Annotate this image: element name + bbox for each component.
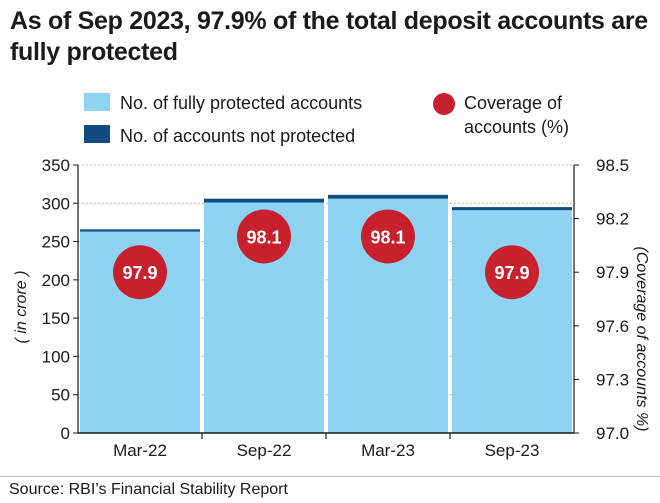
coverage-value-label: 98.1 [370, 227, 405, 247]
coverage-bubbles: 97.9 98.1 98.1 97.9 [113, 209, 539, 300]
chart-title: As of Sep 2023, 97.9% of the total depos… [10, 7, 648, 66]
axes: 0 50 100 150 200 250 300 350 97.0 97.3 97.6 97.9 98.… [13, 156, 650, 460]
legend-swatch-coverage [433, 93, 455, 115]
y-right-tick-label: 98.2 [596, 210, 629, 229]
y-tick-label: 350 [42, 156, 70, 175]
y-tick-label: 100 [42, 347, 70, 366]
x-tick-label: Sep-22 [237, 441, 292, 460]
coverage-value-label: 97.9 [122, 263, 157, 283]
bar-not-protected [328, 194, 448, 199]
coverage-bubble [113, 245, 167, 300]
y-right-tick-label: 97.3 [596, 370, 629, 389]
chart: 0 50 100 150 200 250 300 350 97.0 97.3 97.6 97.9 98.… [13, 93, 650, 460]
bars [80, 194, 572, 433]
x-tick-label: Mar-22 [113, 441, 167, 460]
coverage-bubble [237, 209, 291, 264]
x-tick-label: Mar-23 [361, 441, 415, 460]
bar-not-protected [80, 229, 200, 232]
coverage-bubble [485, 245, 539, 300]
y-tick-label: 250 [42, 233, 70, 252]
y-right-tick-label: 97.6 [596, 317, 629, 336]
y-tick-label: 0 [61, 424, 70, 443]
y-tick-label: 200 [42, 271, 70, 290]
bar-not-protected [452, 207, 572, 211]
source-note: Source: RBI’s Financial Stability Report [9, 481, 288, 498]
footer-divider [0, 476, 660, 477]
y-tick-label: 300 [42, 194, 70, 213]
y-right-tick-label: 98.5 [596, 156, 629, 175]
legend-label-coverage: Coverage of accounts (%) [464, 93, 569, 137]
coverage-value-label: 98.1 [246, 227, 281, 247]
legend-swatch-protected [84, 93, 110, 111]
bar-fully-protected [452, 210, 572, 433]
y-right-tick-label: 97.9 [596, 263, 629, 282]
y-tick-label: 150 [42, 309, 70, 328]
legend: No. of fully protected accounts No. of ac… [84, 93, 569, 146]
y-axis-title: ( in crore ) [13, 271, 30, 344]
y-right-axis-title: (Coverage of accounts %) [633, 247, 650, 432]
legend-label-protected: No. of fully protected accounts [120, 93, 362, 113]
legend-swatch-not-protected [84, 125, 110, 143]
y-tick-label: 50 [51, 386, 70, 405]
bar-not-protected [204, 198, 324, 203]
x-tick-label: Sep-23 [485, 441, 540, 460]
coverage-bubble [361, 209, 415, 264]
y-right-tick-label: 97.0 [596, 424, 629, 443]
legend-label-not-protected: No. of accounts not protected [120, 126, 355, 146]
coverage-value-label: 97.9 [494, 263, 529, 283]
